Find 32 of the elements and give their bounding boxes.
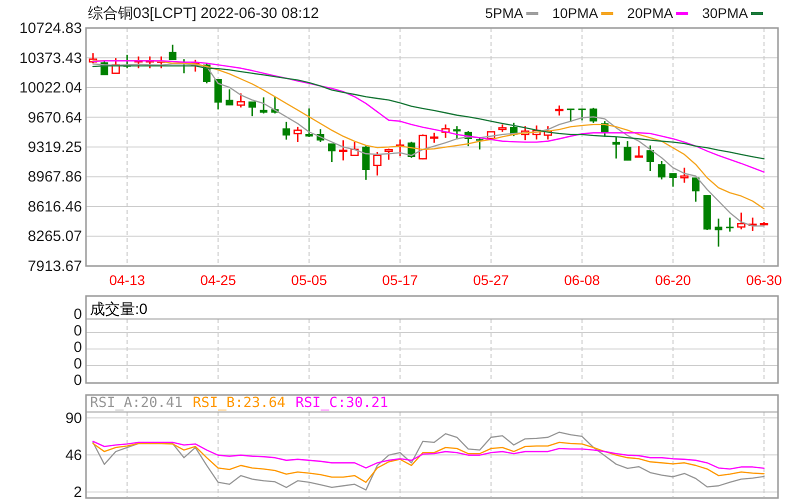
x-tick-label: 04-25 <box>200 272 236 288</box>
x-tick-label: 06-30 <box>746 272 782 288</box>
x-tick-label: 05-05 <box>291 272 328 288</box>
legend-label: 20PMA <box>627 5 674 21</box>
y-tick-label: 10373.43 <box>19 50 82 67</box>
x-tick-label: 05-27 <box>473 272 510 288</box>
y-tick-label: 7913.67 <box>28 258 82 275</box>
y-tick-label: 2 <box>74 484 82 500</box>
legend: RSI_A:20.41 RSI_B:23.64 RSI_C:30.21 <box>90 395 388 411</box>
y-tick-label: 10022.04 <box>19 80 82 96</box>
text: 0 <box>74 306 82 323</box>
text: 0 <box>74 356 82 372</box>
x-tick-label: 05-17 <box>382 272 418 288</box>
y-tick-label: 10724.83 <box>19 20 82 37</box>
chart-title: 综合铜03[LCPT] 2022-06-30 08:12 <box>88 5 319 22</box>
y-tick-label: 90 <box>65 410 82 427</box>
x-tick-label: 06-20 <box>655 272 692 288</box>
y-tick-label: 9319.25 <box>28 139 82 156</box>
text: 成交量:0 <box>90 301 148 318</box>
y-tick-label: 46 <box>65 446 82 464</box>
y-tick-label: 8967.86 <box>28 168 82 186</box>
legend-label: 10PMA <box>552 5 599 21</box>
y-tick-label: 8616.46 <box>28 198 82 216</box>
x-tick-label: 04-13 <box>109 272 146 288</box>
text: 0 <box>74 322 82 340</box>
text: 0 <box>74 372 82 389</box>
y-tick-label: 9670.64 <box>28 109 82 126</box>
y-tick-label: 8265.07 <box>28 228 82 246</box>
legend-label: 5PMA <box>485 5 524 21</box>
x-tick-label: 06-08 <box>564 272 600 288</box>
legend-label: 30PMA <box>702 5 749 21</box>
text: 0 <box>74 339 82 356</box>
